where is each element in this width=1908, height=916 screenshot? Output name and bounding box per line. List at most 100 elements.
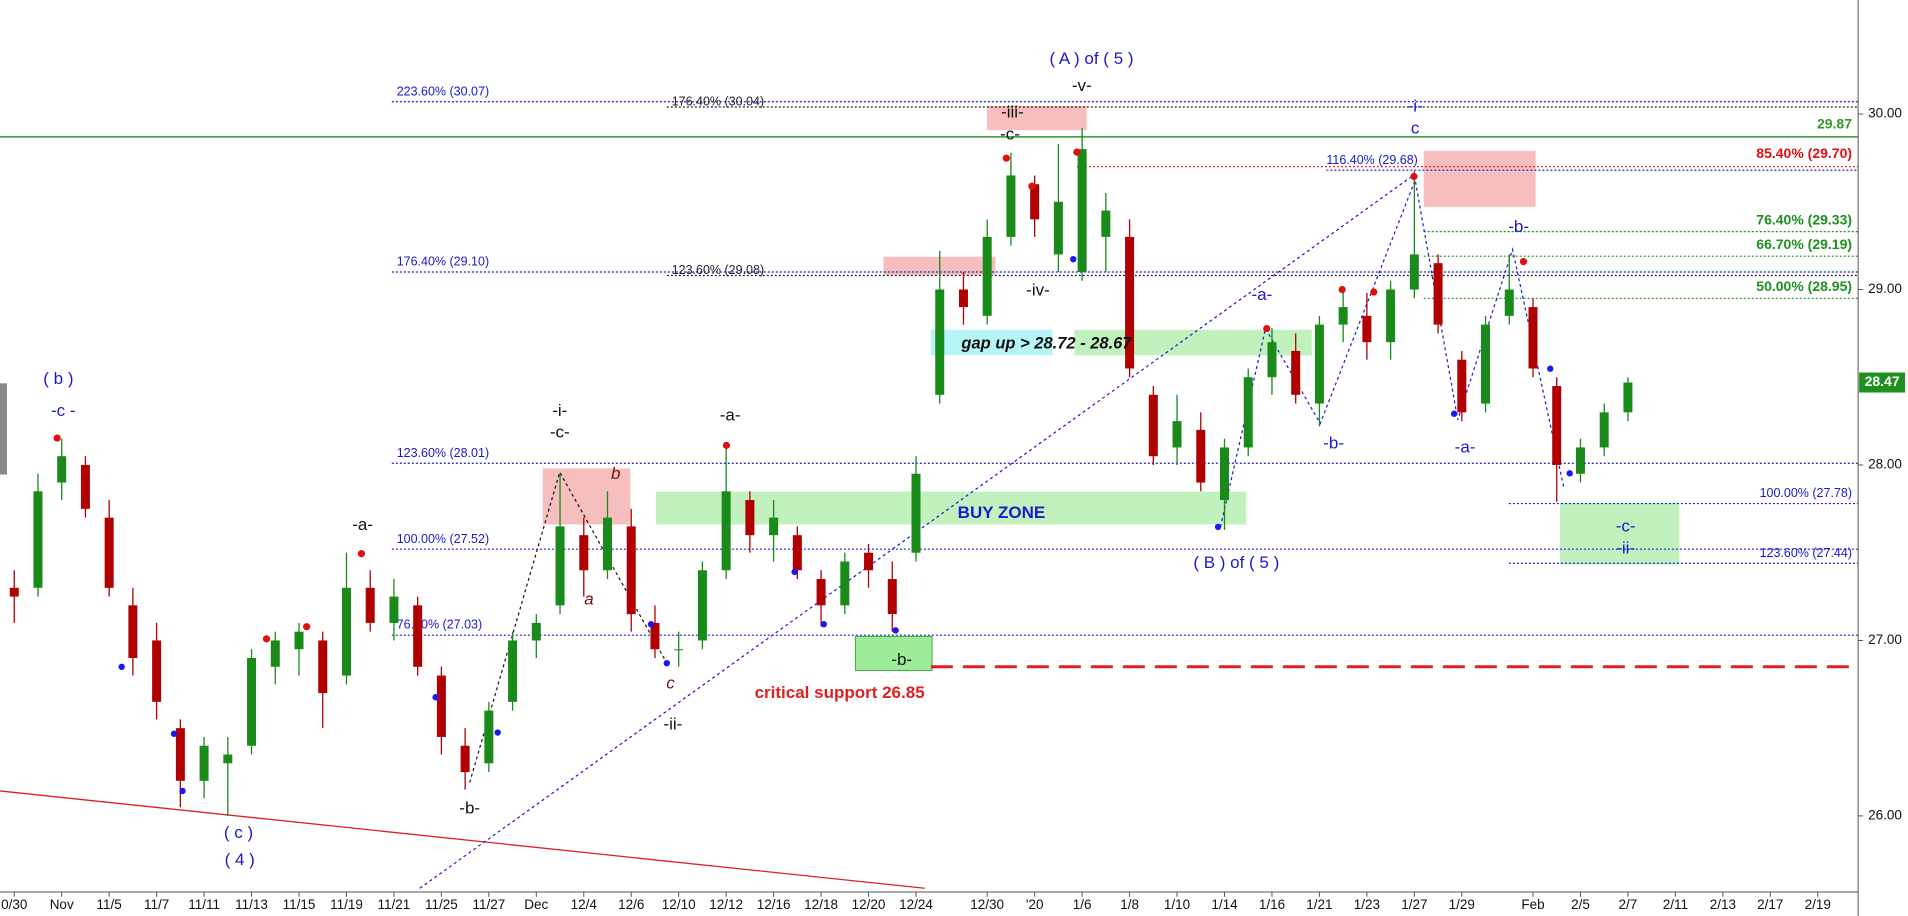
candle-body <box>1267 342 1277 378</box>
x-tick-label: 1/29 <box>1449 897 1475 912</box>
wave-label: ( b ) <box>43 369 73 388</box>
candle-body <box>864 552 874 571</box>
zone <box>930 329 1053 356</box>
swing-dot <box>1028 182 1036 190</box>
candle-body <box>104 517 114 588</box>
x-tick-label: Nov <box>50 897 74 912</box>
y-tick-label: 29.00 <box>1868 281 1902 296</box>
y-tick-label: 30.00 <box>1868 106 1902 121</box>
candle-body <box>650 622 660 650</box>
wave-label: -i- <box>552 401 567 420</box>
y-tick-label: 28.00 <box>1868 457 1902 472</box>
x-tick-label: 11/27 <box>472 897 505 912</box>
level-label: 116.40% (29.68) <box>1326 153 1418 167</box>
swing-dot <box>432 694 439 701</box>
candle-body <box>1433 263 1443 325</box>
wave-label: a <box>584 589 593 608</box>
candle-body <box>1030 184 1040 220</box>
x-tick-label: 11/25 <box>425 897 458 912</box>
x-tick-label: 1/6 <box>1073 897 1092 912</box>
level-label: 100.00% (27.78) <box>1760 486 1852 500</box>
swing-dot <box>303 623 311 631</box>
zone-label: gap up > 28.72 - 28.67 <box>960 335 1132 353</box>
swing-dot <box>1450 410 1458 417</box>
level-label: critical support 26.85 <box>755 683 925 702</box>
candle-body <box>674 649 684 651</box>
candle-body <box>460 745 470 773</box>
candle-body <box>1457 359 1467 413</box>
wave-label: -iii- <box>1001 103 1024 122</box>
candle-body <box>1599 412 1609 448</box>
candle-body <box>1172 421 1182 448</box>
x-tick-label: 1/27 <box>1401 897 1427 912</box>
wave-label: ( c ) <box>224 823 253 842</box>
candle-body <box>887 579 897 615</box>
candle-body <box>531 622 541 641</box>
swing-dot <box>820 621 827 628</box>
x-tick-label: 2/19 <box>1805 897 1831 912</box>
candle-body <box>1314 324 1324 404</box>
candle-body <box>935 289 945 395</box>
candle-body <box>1101 210 1111 237</box>
candle-body <box>840 561 850 606</box>
wave-label: -c- <box>1000 125 1020 144</box>
zone <box>854 635 933 671</box>
x-tick-label: 1/21 <box>1306 897 1332 912</box>
candle-body <box>341 587 351 676</box>
candle-body <box>579 535 589 571</box>
candle-body <box>1077 149 1087 272</box>
wave-label: -ii- <box>663 715 682 734</box>
candle-body <box>1575 447 1585 474</box>
candle-body <box>697 570 707 641</box>
wave-label: -c - <box>51 401 76 420</box>
swing-dot <box>1566 470 1573 477</box>
swing-dot <box>262 635 271 643</box>
y-tick-label: 26.00 <box>1868 807 1902 822</box>
wave-label: -b- <box>459 799 480 818</box>
trend-line <box>1219 177 1565 528</box>
level-label: 100.00% (27.52) <box>397 532 489 546</box>
candle-body <box>9 587 19 597</box>
level-label: 176.40% (30.04) <box>672 94 764 108</box>
swing-dot <box>357 550 366 558</box>
candle-body <box>223 754 233 764</box>
wave-label: -b- <box>1323 434 1344 453</box>
wave-label: ( 4 ) <box>225 850 255 869</box>
candle-body <box>1481 324 1491 404</box>
swing-dot <box>1519 258 1528 266</box>
candle-body <box>389 596 399 623</box>
candle-body <box>294 631 304 650</box>
swing-dot <box>1338 286 1346 294</box>
x-tick-label: 11/15 <box>283 897 316 912</box>
candle-body <box>1528 307 1538 369</box>
zone <box>542 468 631 525</box>
candle-body <box>33 491 43 588</box>
level-label: 85.40% (29.70) <box>1756 145 1852 161</box>
candle-body <box>1291 350 1301 395</box>
swing-dot <box>53 434 61 442</box>
level-label: 123.60% (29.08) <box>672 263 764 277</box>
candle-body <box>911 473 921 553</box>
y-tick-label: 27.00 <box>1868 632 1902 647</box>
swing-dot <box>647 621 655 628</box>
swing-dot <box>179 787 186 795</box>
wave-label: -c- <box>550 423 570 442</box>
candle-body <box>1006 175 1016 237</box>
candle-body <box>318 640 328 694</box>
candle-body <box>555 526 565 606</box>
swing-dot <box>791 568 798 576</box>
level-label: 76.40% (29.33) <box>1756 211 1852 227</box>
x-tick-label: 2/7 <box>1619 897 1638 912</box>
candle-body <box>792 535 802 571</box>
candle-body <box>745 500 755 536</box>
last-price-tag <box>1859 372 1906 393</box>
zone <box>1423 150 1536 207</box>
x-tick-label: Dec <box>524 897 548 912</box>
level-label: 223.60% (30.07) <box>397 84 489 98</box>
zone <box>1559 502 1680 565</box>
wave-label: c <box>666 673 675 692</box>
candle-body <box>958 289 968 308</box>
x-tick-label: 12/18 <box>804 897 838 912</box>
level-label: 123.60% (28.01) <box>397 446 489 460</box>
